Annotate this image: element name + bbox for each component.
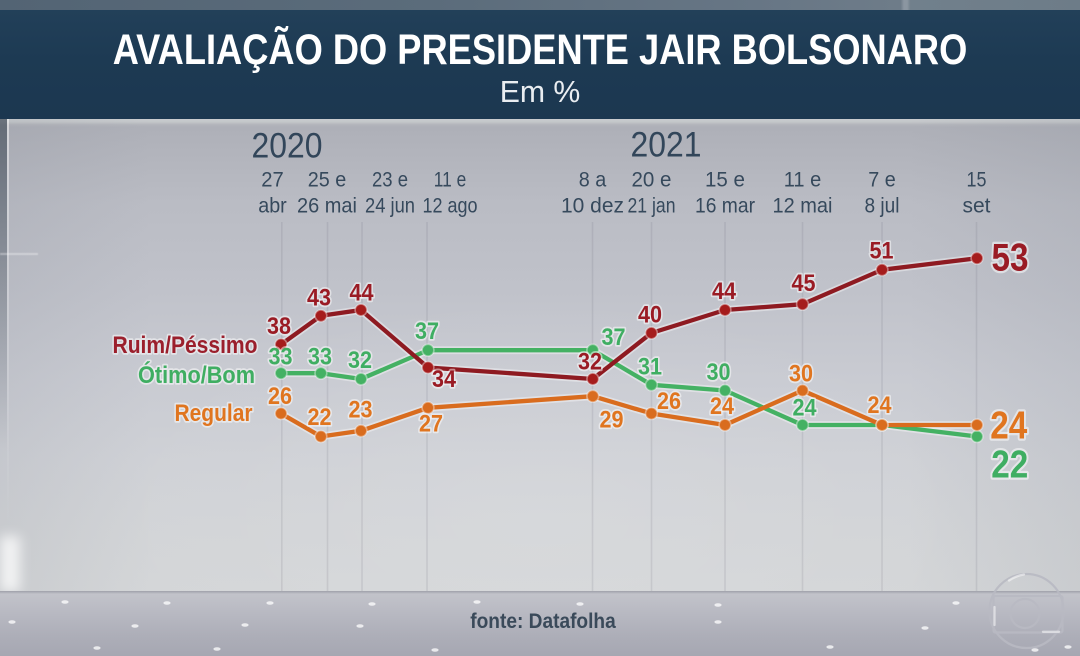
svg-text:24: 24 — [990, 405, 1027, 448]
svg-text:26: 26 — [657, 388, 681, 415]
svg-text:26 mai: 26 mai — [297, 194, 357, 218]
svg-text:11 e: 11 e — [784, 168, 822, 192]
svg-text:2020: 2020 — [252, 127, 323, 166]
svg-text:24: 24 — [710, 393, 735, 420]
svg-text:10 dez: 10 dez — [561, 194, 624, 218]
svg-text:11 e: 11 e — [434, 168, 467, 192]
svg-text:15 e: 15 e — [705, 168, 745, 192]
svg-text:26: 26 — [268, 383, 292, 410]
svg-text:27: 27 — [261, 168, 284, 192]
svg-text:20 e: 20 e — [632, 168, 672, 192]
svg-text:43: 43 — [307, 285, 331, 312]
svg-text:33: 33 — [308, 344, 332, 371]
svg-text:24: 24 — [868, 392, 893, 419]
svg-text:53: 53 — [992, 237, 1029, 280]
svg-text:33: 33 — [269, 344, 293, 371]
svg-text:29: 29 — [600, 407, 624, 434]
svg-text:12 ago: 12 ago — [423, 194, 478, 218]
svg-text:40: 40 — [638, 302, 662, 329]
svg-text:31: 31 — [638, 354, 662, 381]
svg-text:8 jul: 8 jul — [865, 194, 900, 218]
svg-text:2021: 2021 — [631, 126, 702, 165]
svg-text:23 e: 23 e — [372, 168, 408, 192]
svg-text:8 a: 8 a — [579, 168, 607, 192]
svg-text:30: 30 — [707, 359, 731, 386]
svg-text:45: 45 — [792, 270, 816, 297]
svg-text:Regular: Regular — [175, 400, 253, 427]
svg-text:32: 32 — [348, 347, 372, 374]
svg-text:abr: abr — [258, 194, 287, 218]
svg-text:Ótimo/Bom: Ótimo/Bom — [138, 361, 255, 389]
svg-text:27: 27 — [419, 411, 443, 438]
svg-text:37: 37 — [602, 324, 626, 351]
svg-text:24 jun: 24 jun — [365, 194, 415, 218]
svg-text:21 jan: 21 jan — [628, 194, 676, 218]
svg-text:30: 30 — [789, 361, 813, 388]
svg-text:51: 51 — [870, 238, 894, 265]
svg-text:25 e: 25 e — [308, 168, 347, 192]
svg-text:23: 23 — [349, 397, 373, 424]
svg-text:38: 38 — [267, 313, 291, 340]
svg-text:32: 32 — [578, 349, 602, 376]
svg-text:34: 34 — [432, 366, 457, 393]
svg-text:24: 24 — [793, 395, 818, 422]
svg-text:44: 44 — [712, 278, 737, 305]
svg-text:37: 37 — [415, 318, 439, 345]
svg-text:16 mar: 16 mar — [695, 194, 755, 218]
svg-text:22: 22 — [991, 444, 1028, 487]
svg-text:15: 15 — [967, 168, 987, 192]
svg-text:Ruim/Péssimo: Ruim/Péssimo — [113, 332, 258, 359]
svg-text:set: set — [963, 194, 991, 218]
svg-text:22: 22 — [308, 404, 332, 431]
svg-text:44: 44 — [350, 280, 375, 307]
svg-text:7 e: 7 e — [868, 168, 896, 192]
svg-text:12 mai: 12 mai — [773, 194, 833, 218]
